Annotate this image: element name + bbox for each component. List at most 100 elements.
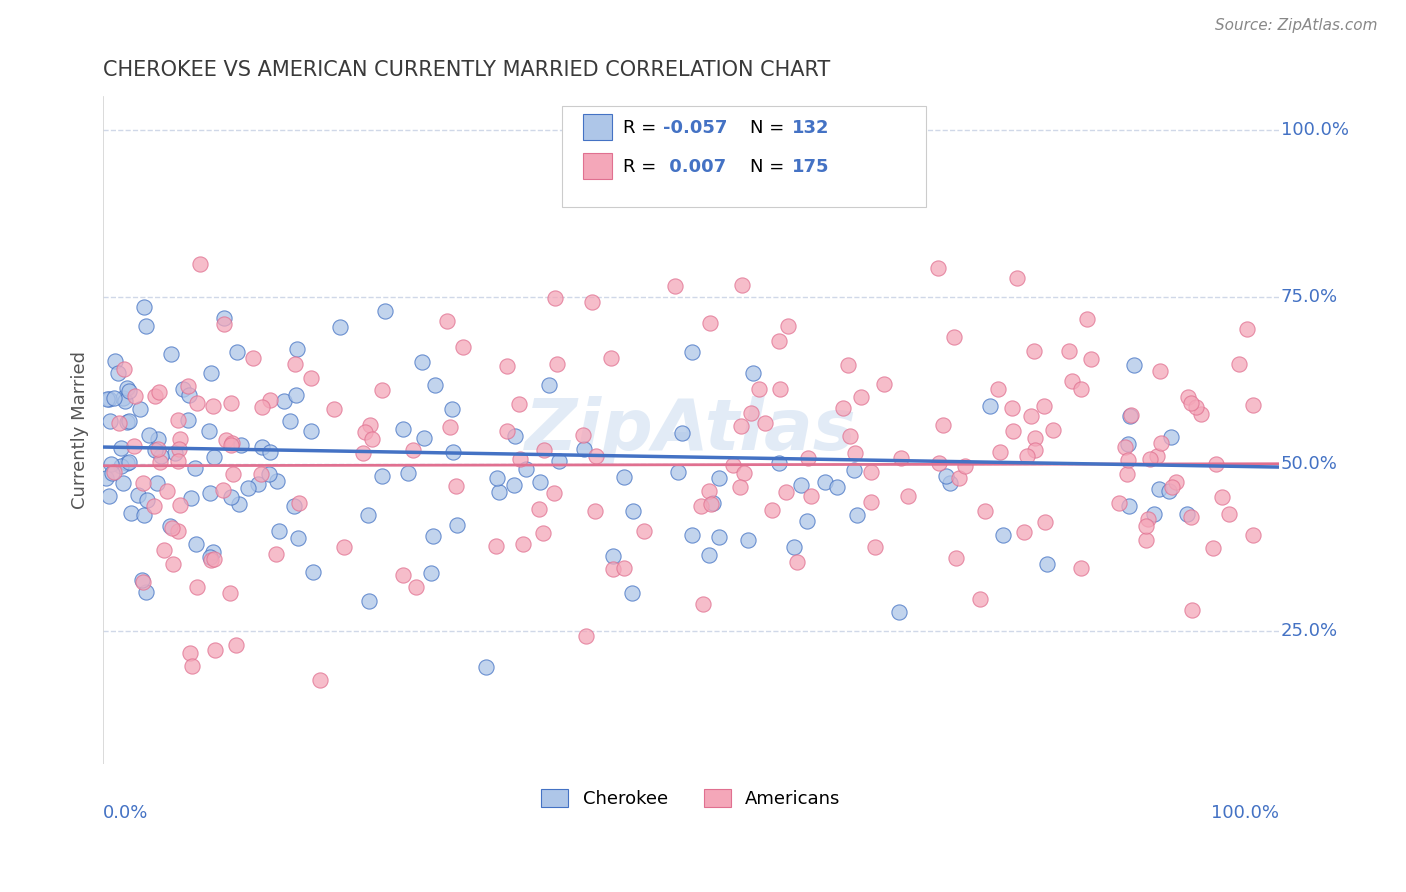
Point [1118, 452, 1140, 467]
Point [1060, 374, 1083, 388]
Point [1015, 449, 1038, 463]
Point [110, 458, 132, 473]
Point [202, 544, 225, 558]
Point [1070, 560, 1092, 574]
Point [1160, 430, 1182, 444]
Point [249, 467, 271, 481]
Point [112, 475, 135, 490]
Point [1143, 507, 1166, 521]
Point [1135, 519, 1157, 533]
Point [107, 367, 129, 381]
Point [259, 393, 281, 408]
Point [987, 382, 1010, 396]
Point [575, 629, 598, 643]
Text: ZipAtlas: ZipAtlas [524, 396, 856, 465]
Point [1076, 312, 1098, 326]
FancyBboxPatch shape [561, 106, 927, 207]
Point [1241, 528, 1264, 542]
Point [202, 399, 225, 413]
Point [1115, 467, 1137, 481]
Point [1135, 533, 1157, 547]
Point [101, 466, 124, 480]
Point [612, 561, 634, 575]
Point [512, 537, 534, 551]
Point [728, 480, 751, 494]
Point [200, 366, 222, 380]
Point [122, 439, 145, 453]
Point [1180, 396, 1202, 410]
Point [1012, 525, 1035, 540]
Point [939, 476, 962, 491]
Point [496, 359, 519, 373]
Point [927, 260, 949, 275]
Point [1177, 390, 1199, 404]
Point [118, 384, 141, 399]
Point [485, 539, 508, 553]
Point [872, 376, 894, 391]
Point [441, 401, 464, 416]
Text: N =: N = [749, 119, 790, 136]
Point [776, 318, 799, 333]
Point [266, 474, 288, 488]
Point [228, 497, 250, 511]
Point [1080, 352, 1102, 367]
Point [309, 673, 332, 687]
Point [932, 418, 955, 433]
Point [1057, 344, 1080, 359]
Point [120, 506, 142, 520]
Point [1205, 457, 1227, 471]
Point [1042, 423, 1064, 437]
Point [543, 486, 565, 500]
Point [945, 551, 967, 566]
Point [671, 425, 693, 440]
Point [288, 496, 311, 510]
Point [709, 471, 731, 485]
Point [1108, 496, 1130, 510]
Point [236, 481, 259, 495]
Point [212, 311, 235, 326]
Point [748, 382, 770, 396]
Point [1024, 443, 1046, 458]
Point [990, 445, 1012, 459]
Point [98, 414, 121, 428]
Point [768, 456, 790, 470]
Point [1136, 512, 1159, 526]
Point [441, 445, 464, 459]
Text: N =: N = [749, 158, 790, 176]
Text: 0.007: 0.007 [662, 158, 725, 176]
Point [131, 573, 153, 587]
Point [699, 316, 721, 330]
Point [129, 402, 152, 417]
Point [860, 465, 883, 479]
Point [169, 432, 191, 446]
Point [103, 391, 125, 405]
Point [110, 441, 132, 455]
Point [135, 319, 157, 334]
Point [740, 406, 762, 420]
Point [357, 508, 380, 523]
Point [287, 531, 309, 545]
Point [413, 431, 436, 445]
Point [993, 528, 1015, 542]
Point [890, 450, 912, 465]
Point [156, 484, 179, 499]
Point [837, 358, 859, 372]
Text: R =: R = [623, 119, 662, 136]
Point [200, 549, 222, 564]
Point [769, 382, 792, 396]
Point [280, 414, 302, 428]
Point [371, 468, 394, 483]
Point [531, 526, 554, 541]
Point [96, 392, 118, 407]
Point [112, 391, 135, 405]
Point [177, 413, 200, 427]
Point [444, 479, 467, 493]
Point [246, 477, 269, 491]
Point [391, 422, 413, 436]
Point [264, 547, 287, 561]
Point [114, 394, 136, 409]
Point [145, 475, 167, 490]
Point [179, 646, 201, 660]
Point [284, 357, 307, 371]
Point [935, 469, 957, 483]
